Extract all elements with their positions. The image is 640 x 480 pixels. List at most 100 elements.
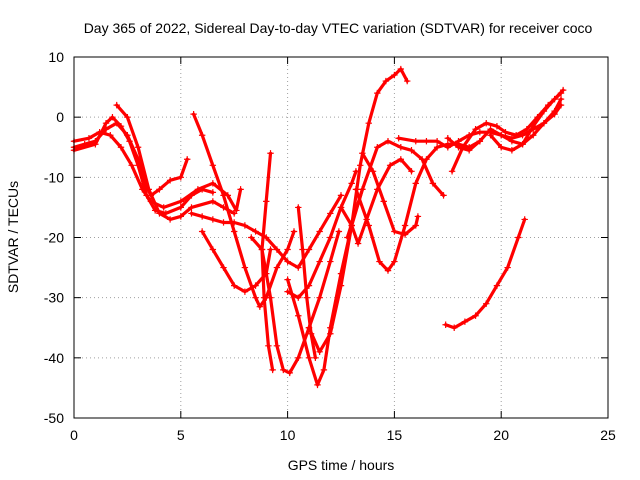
data-point-sat-11-2 [327,330,334,337]
data-point-sat-17-6 [508,138,516,145]
y-tick-label-0: -50 [44,410,64,426]
data-point-sat-18-5 [502,129,509,136]
data-point-sat-03-4 [117,122,125,130]
data-point-sat-22-0 [295,204,302,211]
data-point-sat-16-3 [433,138,441,145]
data-point-sat-08-3 [273,342,281,349]
data-point-sat-08-10 [335,228,343,235]
series-line-sat-21 [260,151,275,372]
data-point-sat-07-3 [231,282,238,289]
x-tick-label-2: 10 [280,427,296,443]
data-point-sat-05-7 [256,303,264,310]
data-point-sat-14-2 [376,258,383,265]
data-point-sat-20-8 [521,216,528,223]
data-point-sat-08-0 [248,234,255,241]
data-point-sat-03-13 [209,189,217,196]
y-axis-label: SDTVAR / TECUs [5,181,21,293]
series-line-sat-01 [72,121,189,197]
data-point-sat-05-2 [209,162,217,169]
data-point-sat-12-6 [397,156,405,163]
axis-ticks: 0 5 10 15 20 25 -50 -40 -30 -20 -10 0 10 [44,49,616,443]
data-point-sat-04-2 [134,144,142,151]
data-point-sat-06-3 [220,219,227,226]
data-point-sat-08-9 [327,258,334,265]
data-point-sat-07-4 [241,288,249,295]
data-point-sat-18-6 [512,132,520,139]
y-tick-label-6: 10 [48,49,64,65]
data-point-sat-05-9 [273,264,281,271]
data-point-sat-20-0 [442,321,449,328]
data-point-sat-02-14 [237,186,244,193]
data-point-sat-04-5 [166,216,174,223]
data-point-sat-20-2 [461,318,469,325]
data-point-sat-19-3 [519,141,526,148]
y-tick-label-2: -30 [44,290,64,306]
series-sat-15 [359,150,422,238]
data-point-sat-08-8 [316,294,323,301]
data-point-sat-15-3 [391,228,398,235]
data-point-sat-13-3 [384,138,392,145]
chart-title: Day 365 of 2022, Sidereal Day-to-day VTE… [84,20,593,36]
data-point-sat-17-4 [487,126,494,133]
data-point-sat-03-7 [143,192,150,199]
data-point-sat-20-7 [515,234,522,241]
data-point-sat-18-1 [459,144,466,151]
data-point-sat-07-5 [252,282,259,289]
data-point-sat-04-7 [188,204,195,211]
data-point-sat-06-2 [209,216,217,223]
data-point-sat-03-11 [188,192,195,199]
data-point-sat-02-3 [107,132,114,139]
data-point-sat-14-4 [391,258,398,265]
data-point-sat-14-3 [384,267,392,274]
data-point-sat-18-2 [472,126,479,133]
series-sat-19 [487,86,567,154]
data-point-sat-22-4 [312,354,319,362]
data-point-sat-06-13 [327,210,334,217]
data-point-sat-11-11 [404,77,411,85]
data-point-sat-21-0 [267,150,274,157]
data-point-sat-02-1 [85,135,93,142]
data-point-sat-04-6 [177,213,184,220]
data-point-sat-02-9 [177,198,184,205]
data-point-sat-15-5 [412,222,419,229]
data-point-sat-15-4 [401,231,409,238]
data-point-sat-21-4 [265,342,272,349]
data-point-sat-02-5 [128,162,135,169]
data-point-sat-15-1 [369,168,377,175]
data-point-sat-22-3 [307,330,315,337]
data-point-sat-11-7 [374,89,381,97]
data-point-sat-10-4 [327,234,334,241]
data-point-sat-19-6 [551,95,558,103]
data-point-sat-14-7 [423,156,430,163]
data-point-sat-17-8 [530,132,537,139]
data-point-sat-17-10 [551,107,558,115]
data-point-sat-21-5 [269,366,276,374]
data-point-sat-11-8 [382,77,390,85]
data-point-sat-19-4 [530,122,537,130]
data-point-sat-07-1 [209,246,217,253]
series-sat-05 [190,110,298,310]
data-point-sat-07-0 [198,228,206,235]
data-point-sat-06-12 [316,228,323,235]
data-point-sat-04-1 [124,113,131,121]
data-point-sat-20-1 [451,324,458,331]
data-point-sat-21-2 [258,246,266,253]
series-sat-06 [188,192,345,271]
series-sat-03 [70,113,217,217]
data-point-sat-05-1 [198,132,206,139]
data-point-sat-04-3 [145,186,152,193]
data-point-sat-06-1 [198,213,206,220]
data-point-sat-13-7 [429,180,437,187]
data-point-sat-06-9 [284,258,291,265]
series-sat-22 [295,204,319,362]
data-point-sat-06-11 [305,246,313,253]
x-tick-label-5: 25 [600,427,616,443]
data-point-sat-03-3 [109,113,116,121]
data-point-sat-11-9 [391,71,398,79]
data-point-sat-15-6 [414,213,422,220]
data-point-sat-16-2 [423,138,430,145]
data-point-sat-06-0 [188,210,195,217]
data-point-sat-10-1 [295,294,302,301]
series-sat-01 [70,119,191,199]
data-point-sat-16-4 [444,144,451,151]
